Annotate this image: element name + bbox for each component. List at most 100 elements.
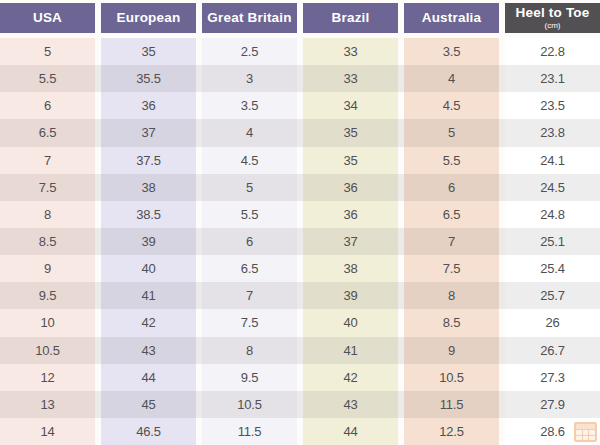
table-cell-usa: 8.5 (0, 228, 95, 255)
table-cell-usa: 7 (0, 147, 95, 174)
table-cell-great-britain: 4.5 (202, 147, 297, 174)
table-cell-heel-to-toe: 26 (505, 309, 600, 336)
table-cell-heel-to-toe: 25.7 (505, 282, 600, 309)
table-cell-heel-to-toe: 26.7 (505, 337, 600, 364)
table-cell-australia: 10.5 (404, 364, 499, 391)
watermark-bar (576, 424, 595, 429)
table-cell-great-britain: 7 (202, 282, 297, 309)
table-cell-great-britain: 6.5 (202, 255, 297, 282)
table-row: 838.55.5366.524.8 (0, 201, 600, 228)
table-row: 134510.54311.527.9 (0, 391, 600, 418)
table-cell-brazil: 39 (303, 282, 398, 309)
table-header-row: USA European Great Britain Brazil Australia H… (0, 3, 600, 33)
table-cell-australia: 5 (404, 119, 499, 146)
column-header-label: Brazil (332, 11, 370, 25)
table-cell-heel-to-toe: 25.1 (505, 228, 600, 255)
table-cell-great-britain: 5 (202, 174, 297, 201)
table-cell-heel-to-toe: 27.3 (505, 364, 600, 391)
table-cell-australia: 6.5 (404, 201, 499, 228)
table-cell-european: 35.5 (101, 65, 196, 92)
watermark-square (576, 430, 582, 435)
table-row: 7.538536624.5 (0, 174, 600, 201)
table-cell-heel-to-toe: 24.1 (505, 147, 600, 174)
table-cell-brazil: 41 (303, 337, 398, 364)
table-cell-heel-to-toe: 22.8 (505, 38, 600, 65)
table-row: 9406.5387.525.4 (0, 255, 600, 282)
table-cell-great-britain: 9.5 (202, 364, 297, 391)
table-cell-european: 37 (101, 119, 196, 146)
column-header-sublabel: (cm) (545, 22, 561, 30)
table-cell-australia: 6 (404, 174, 499, 201)
table-cell-usa: 6.5 (0, 119, 95, 146)
table-cell-australia: 12.5 (404, 418, 499, 445)
table-row: 8.539637725.1 (0, 228, 600, 255)
table-cell-european: 45 (101, 391, 196, 418)
table-cell-usa: 9 (0, 255, 95, 282)
column-header-label: Australia (422, 11, 482, 25)
table-cell-australia: 3.5 (404, 38, 499, 65)
table-cell-brazil: 44 (303, 418, 398, 445)
column-header-label: European (117, 11, 181, 25)
column-header-label: Heel to Toe (516, 6, 590, 20)
table-cell-heel-to-toe: 27.9 (505, 391, 600, 418)
table-row: 10.543841926.7 (0, 337, 600, 364)
table-cell-australia: 5.5 (404, 147, 499, 174)
watermark-square (589, 436, 595, 441)
table-cell-brazil: 38 (303, 255, 398, 282)
table-cell-usa: 14 (0, 418, 95, 445)
table-cell-european: 41 (101, 282, 196, 309)
table-cell-great-britain: 8 (202, 337, 297, 364)
table-cell-australia: 4 (404, 65, 499, 92)
column-header-european: European (101, 3, 196, 33)
table-cell-great-britain: 3.5 (202, 92, 297, 119)
table-cell-brazil: 36 (303, 174, 398, 201)
table-cell-heel-to-toe: 23.1 (505, 65, 600, 92)
table-row: 12449.54210.527.3 (0, 364, 600, 391)
table-cell-great-britain: 6 (202, 228, 297, 255)
table-cell-great-britain: 2.5 (202, 38, 297, 65)
table-cell-brazil: 42 (303, 364, 398, 391)
table-body: 5352.5333.522.85.535.5333423.16363.5344.… (0, 38, 600, 445)
table-row: 737.54.5355.524.1 (0, 147, 600, 174)
table-row: 6363.5344.523.5 (0, 92, 600, 119)
table-cell-brazil: 37 (303, 228, 398, 255)
table-cell-heel-to-toe: 23.8 (505, 119, 600, 146)
table-cell-usa: 12 (0, 364, 95, 391)
column-header-label: Great Britain (207, 11, 291, 25)
table-cell-brazil: 34 (303, 92, 398, 119)
table-cell-australia: 7 (404, 228, 499, 255)
table-cell-usa: 10.5 (0, 337, 95, 364)
column-header-heel-to-toe: Heel to Toe (cm) (505, 3, 600, 33)
table-cell-usa: 5 (0, 38, 95, 65)
column-header-label: USA (33, 11, 62, 25)
table-cell-great-britain: 10.5 (202, 391, 297, 418)
table-cell-great-britain: 11.5 (202, 418, 297, 445)
table-cell-brazil: 33 (303, 38, 398, 65)
table-cell-european: 38 (101, 174, 196, 201)
table-cell-european: 44 (101, 364, 196, 391)
table-cell-european: 39 (101, 228, 196, 255)
table-row: 5352.5333.522.8 (0, 38, 600, 65)
table-cell-usa: 8 (0, 201, 95, 228)
table-row: 5.535.5333423.1 (0, 65, 600, 92)
table-cell-australia: 8.5 (404, 309, 499, 336)
table-cell-australia: 4.5 (404, 92, 499, 119)
table-cell-european: 43 (101, 337, 196, 364)
table-cell-great-britain: 3 (202, 65, 297, 92)
table-cell-australia: 7.5 (404, 255, 499, 282)
table-cell-australia: 11.5 (404, 391, 499, 418)
table-cell-european: 36 (101, 92, 196, 119)
table-cell-usa: 10 (0, 309, 95, 336)
table-cell-heel-to-toe: 24.8 (505, 201, 600, 228)
column-header-usa: USA (0, 3, 95, 33)
table-row: 1446.511.54412.528.6 (0, 418, 600, 445)
table-cell-european: 35 (101, 38, 196, 65)
column-header-australia: Australia (404, 3, 499, 33)
table-cell-european: 37.5 (101, 147, 196, 174)
column-header-great-britain: Great Britain (202, 3, 297, 33)
table-cell-australia: 9 (404, 337, 499, 364)
table-cell-great-britain: 4 (202, 119, 297, 146)
watermark-square (576, 436, 582, 441)
table-cell-heel-to-toe: 23.5 (505, 92, 600, 119)
column-header-brazil: Brazil (303, 3, 398, 33)
